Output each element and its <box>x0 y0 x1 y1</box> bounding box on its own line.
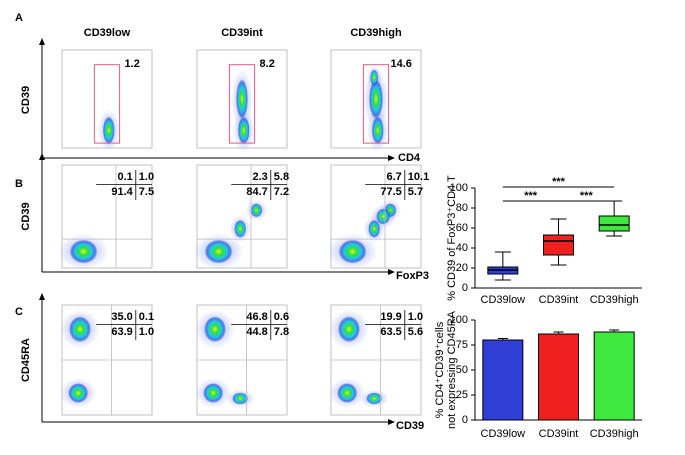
panel-label: B <box>15 178 23 190</box>
y-tick-label: 0 <box>462 414 468 426</box>
gate <box>228 64 256 144</box>
density-core <box>204 239 233 264</box>
axis-label: FoxP3 <box>396 270 429 282</box>
arrow <box>39 153 45 160</box>
quadrant-value: 0.1 <box>139 311 154 323</box>
quadrant-value: 91.4 <box>111 186 133 198</box>
quadrant-value: 84.7 <box>246 186 267 198</box>
y-tick-label: 40 <box>456 242 468 254</box>
gate <box>93 64 121 144</box>
quadrant-value: 19.9 <box>380 311 401 323</box>
density-core <box>69 239 98 264</box>
x-tick-label: CD39int <box>539 428 579 440</box>
quadrant-value: 5.6 <box>408 326 423 338</box>
bar <box>593 331 635 421</box>
gate-value: 1.2 <box>125 58 140 70</box>
axis-label: CD4 <box>398 152 421 164</box>
arrow <box>39 293 45 300</box>
x-tick-label: CD39low <box>481 294 526 306</box>
quadrant-value: 1.0 <box>139 171 154 183</box>
y-tick-label: 25 <box>456 389 468 401</box>
density-core <box>236 79 248 119</box>
significance: *** <box>552 176 566 188</box>
arrow <box>39 38 45 45</box>
quadrant-value: 7.8 <box>274 326 289 338</box>
density-core <box>337 383 358 403</box>
quadrant-value: 44.8 <box>246 326 267 338</box>
gate-value: 14.6 <box>390 58 411 70</box>
panel-label: A <box>15 12 23 24</box>
axis-label: CD45RA <box>20 338 32 382</box>
panel-label: C <box>15 306 23 318</box>
quadrant-value: 35.0 <box>111 311 132 323</box>
density-core <box>366 392 383 405</box>
x-tick-label: CD39high <box>590 428 639 440</box>
arrow <box>388 419 395 425</box>
y-axis-label: % CD4⁺CD39⁺cells <box>434 321 446 418</box>
significance: *** <box>524 190 538 202</box>
density-core <box>376 208 391 225</box>
column-title: CD39low <box>84 27 131 39</box>
arrow <box>388 155 395 161</box>
axis-label: CD39 <box>20 86 32 114</box>
axis-label: CD39 <box>396 420 424 432</box>
y-tick-label: 100 <box>450 182 468 194</box>
quadrant-value: 1.0 <box>139 326 154 338</box>
x-tick-label: CD39low <box>481 428 526 440</box>
bar <box>538 333 579 421</box>
significance: *** <box>580 190 594 202</box>
y-tick-label: 60 <box>456 222 468 234</box>
quadrant-value: 77.5 <box>380 186 401 198</box>
box <box>543 234 574 256</box>
y-tick-label: 20 <box>456 262 468 274</box>
quadrant-value: 2.3 <box>253 171 268 183</box>
x-tick-label: CD39high <box>590 294 639 306</box>
quadrant-value: 0.1 <box>118 171 133 183</box>
quadrant-value: 46.8 <box>246 311 267 323</box>
y-tick-label: 75 <box>456 339 468 351</box>
quadrant-value: 0.6 <box>274 311 289 323</box>
y-tick-label: 100 <box>450 314 468 326</box>
y-axis-label: not expressing CD45RA <box>446 310 458 429</box>
quadrant-value: 5.8 <box>274 171 289 183</box>
density-core <box>204 316 226 343</box>
quadrant-value: 7.2 <box>274 186 289 198</box>
x-tick-label: CD39int <box>539 294 579 306</box>
y-axis-label: % CD39 of FoxP3⁺CD4 T <box>446 175 458 301</box>
density-core <box>232 392 249 405</box>
quadrant-value: 6.7 <box>387 171 402 183</box>
density-core <box>203 383 224 403</box>
column-title: CD39int <box>221 27 263 39</box>
density-core <box>338 239 367 264</box>
quadrant-value: 5.7 <box>408 186 423 198</box>
arrow <box>388 269 395 275</box>
gate <box>362 64 390 144</box>
density-core <box>69 316 91 343</box>
bar <box>482 339 524 421</box>
y-tick-label: 50 <box>456 364 468 376</box>
y-tick-label: 0 <box>462 282 468 294</box>
gate-value: 8.2 <box>260 58 275 70</box>
density-core <box>370 69 379 86</box>
density-core <box>250 203 263 218</box>
density-core <box>102 116 115 145</box>
quadrant-value: 63.9 <box>111 326 132 338</box>
box <box>598 215 630 232</box>
quadrant-value: 63.5 <box>380 326 401 338</box>
quadrant-value: 7.5 <box>139 186 154 198</box>
quadrant-value: 1.0 <box>408 311 423 323</box>
axis-label: CD39 <box>20 202 32 230</box>
quadrant-value: 10.1 <box>408 171 429 183</box>
column-title: CD39high <box>350 27 402 39</box>
density-core <box>338 316 360 343</box>
density-core <box>234 219 247 238</box>
y-tick-label: 80 <box>456 202 468 214</box>
density-core <box>68 383 89 403</box>
